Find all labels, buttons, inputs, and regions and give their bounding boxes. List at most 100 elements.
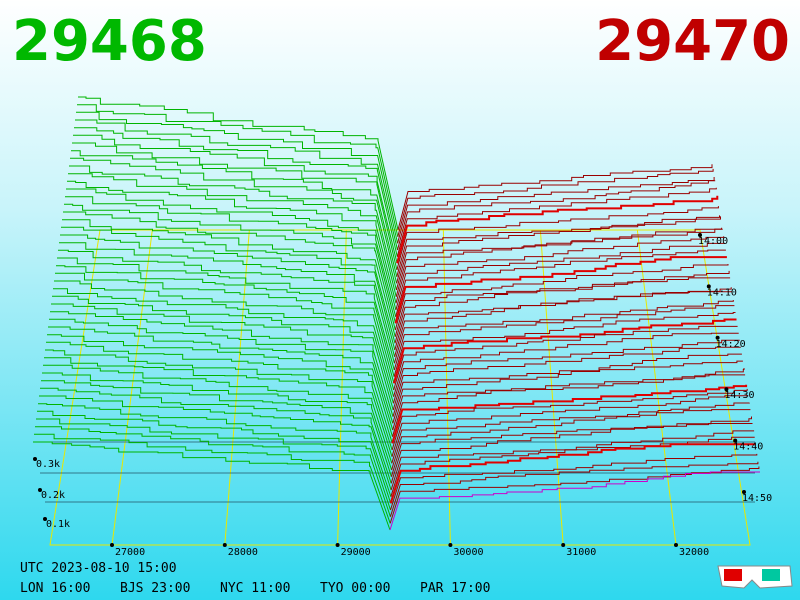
bid-price: 29468 bbox=[12, 9, 207, 74]
timezone-label: TYO 00:00 bbox=[320, 581, 390, 596]
time-tick-label: 14:00 bbox=[698, 236, 728, 247]
ask-curve bbox=[393, 312, 736, 377]
bid-curve bbox=[44, 357, 393, 457]
price-tick bbox=[222, 543, 227, 547]
price-tick-label: 30000 bbox=[453, 547, 483, 558]
bid-curve bbox=[51, 303, 394, 411]
bid-curve bbox=[76, 111, 399, 244]
bid-curve bbox=[40, 387, 392, 484]
time-tick-label: 14:30 bbox=[724, 390, 754, 401]
bid-curve bbox=[56, 265, 395, 377]
ask-curve bbox=[396, 215, 720, 277]
time-tick-label: 14:20 bbox=[716, 339, 746, 350]
bid-curve bbox=[68, 173, 397, 297]
bid-curve bbox=[67, 180, 397, 304]
ask-curve bbox=[396, 206, 719, 271]
ask-curve bbox=[396, 216, 721, 284]
time-tick bbox=[733, 438, 738, 443]
bid-curve bbox=[50, 311, 394, 417]
price-tick-label: 28000 bbox=[228, 547, 258, 558]
bid-curve bbox=[58, 249, 395, 364]
ask-curve bbox=[392, 374, 746, 437]
bid-curve bbox=[69, 165, 397, 291]
bid-curve bbox=[38, 403, 392, 497]
ask-curve bbox=[389, 461, 759, 517]
ask-curve bbox=[395, 228, 723, 297]
bid-curve bbox=[49, 318, 394, 424]
ask-curve bbox=[390, 453, 758, 511]
ask-curve bbox=[394, 277, 731, 344]
price-tick bbox=[448, 543, 453, 547]
time-tick bbox=[698, 233, 702, 237]
ask-curve bbox=[397, 168, 714, 237]
ask-curve bbox=[392, 368, 745, 431]
ask-curve bbox=[397, 180, 716, 251]
time-tick bbox=[742, 490, 746, 494]
bid-curve bbox=[77, 104, 399, 237]
bid-curve bbox=[35, 426, 391, 517]
price-grid-line bbox=[636, 229, 677, 546]
ask-curve bbox=[394, 270, 730, 337]
ask-curve bbox=[393, 325, 738, 391]
bid-curve bbox=[36, 418, 391, 511]
bid-curve bbox=[53, 288, 395, 397]
ask-curve bbox=[396, 195, 719, 264]
ask-curve bbox=[391, 409, 751, 471]
bid-curve bbox=[70, 157, 398, 284]
bid-curve bbox=[47, 334, 393, 437]
bid-curve bbox=[71, 150, 398, 277]
ask-curve bbox=[397, 177, 715, 244]
depth-tick-label: 0.3k bbox=[36, 459, 60, 470]
bid-curve bbox=[60, 234, 396, 351]
bid-curve bbox=[78, 96, 399, 231]
bid-curve bbox=[33, 441, 391, 531]
bid-curve bbox=[43, 364, 393, 464]
timezone-label: NYC 11:00 bbox=[220, 581, 290, 596]
bid-curve bbox=[59, 242, 396, 357]
bid-curve bbox=[57, 257, 395, 371]
bid-curve bbox=[41, 380, 392, 477]
bid-curve bbox=[48, 326, 394, 431]
bid-curve bbox=[42, 372, 393, 471]
ask-curve bbox=[396, 187, 717, 257]
price-tick bbox=[674, 543, 678, 547]
bid-curve bbox=[62, 219, 396, 337]
ask-curve bbox=[391, 388, 748, 451]
ask-curve bbox=[392, 360, 743, 424]
price-tick bbox=[335, 543, 340, 547]
timezone-label: PAR 17:00 bbox=[420, 581, 490, 596]
ask-curve bbox=[392, 353, 742, 417]
bid-curve bbox=[63, 211, 396, 331]
ask-curve bbox=[390, 416, 752, 477]
ask-price: 29470 bbox=[595, 9, 790, 74]
ask-curve bbox=[390, 430, 755, 491]
ask-curve bbox=[395, 236, 725, 304]
bid-curve bbox=[55, 272, 395, 384]
axis-labels: 27000 28000 29000 30000 31000 32000 0.3k 0.2k 0.… bbox=[20, 233, 772, 596]
timezone-label: LON 16:00 bbox=[20, 581, 90, 596]
ask-curve bbox=[393, 305, 735, 371]
time-tick-label: 14:50 bbox=[742, 493, 772, 504]
ask-curve bbox=[390, 423, 753, 484]
bid-curve bbox=[75, 119, 398, 251]
bid-curve bbox=[45, 349, 393, 451]
bid-curve bbox=[72, 142, 398, 271]
ask-curve bbox=[395, 249, 726, 317]
ask-curve bbox=[393, 300, 734, 364]
ask-curve bbox=[395, 242, 726, 311]
bid-curve bbox=[66, 188, 397, 311]
bid-curve bbox=[73, 134, 398, 264]
ask-curve bbox=[390, 436, 755, 497]
price-grid-line bbox=[539, 229, 564, 546]
bid-curve bbox=[74, 127, 398, 257]
depth-tick-label: 0.2k bbox=[41, 490, 65, 501]
ask-curve bbox=[389, 443, 756, 504]
bid-curve bbox=[52, 295, 394, 404]
depth-tick bbox=[33, 457, 37, 461]
depth-tick-label: 0.1k bbox=[46, 519, 70, 530]
ask-curve bbox=[394, 291, 733, 357]
ask-curve bbox=[391, 384, 748, 444]
depth-tick bbox=[38, 488, 42, 492]
